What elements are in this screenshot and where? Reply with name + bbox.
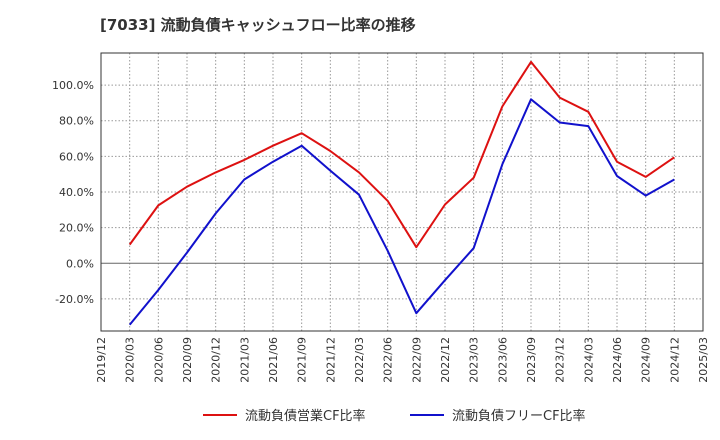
x-tick-label: 2021/09	[296, 337, 309, 383]
y-tick-label: 80.0%	[59, 115, 94, 128]
y-tick-label: -20.0%	[55, 293, 94, 306]
series-lines	[128, 60, 675, 326]
x-tick-label: 2024/12	[668, 337, 681, 383]
y-axis-labels: -20.0% 0.0% 20.0% 40.0% 60.0% 80.0% 100.0%	[52, 79, 94, 306]
legend: 流動負債営業CF比率 流動負債フリーCF比率	[203, 408, 586, 424]
legend-label-2: 流動負債フリーCF比率	[452, 408, 586, 424]
x-tick-label: 2021/12	[324, 337, 337, 383]
x-tick-label: 2022/03	[353, 337, 366, 383]
x-tick-label: 2023/12	[554, 337, 567, 383]
x-tick-label: 2024/09	[640, 337, 653, 383]
x-tick-label: 2021/06	[267, 337, 280, 383]
y-tick-label: 40.0%	[59, 186, 94, 199]
x-tick-label: 2024/06	[611, 337, 624, 383]
x-tick-label: 2025/03	[697, 337, 710, 383]
x-tick-label: 2019/12	[95, 337, 108, 383]
chart-title: [7033] 流動負債キャッシュフロー比率の推移	[100, 16, 416, 34]
series-line-2	[128, 98, 675, 326]
x-axis-labels: 2019/12 2020/03 2020/06 2020/09 2020/12 2021/…	[95, 337, 710, 383]
x-tick-label: 2023/06	[496, 337, 509, 383]
y-tick-label: 60.0%	[59, 150, 94, 163]
y-tick-label: 100.0%	[52, 79, 94, 92]
x-tick-label: 2021/03	[238, 337, 251, 383]
grid	[100, 53, 704, 331]
x-tick-label: 2023/03	[468, 337, 481, 383]
x-tick-label: 2020/12	[210, 337, 223, 383]
axes	[100, 52, 704, 332]
y-tick-label: 0.0%	[66, 257, 94, 270]
plot-frame	[100, 52, 704, 332]
x-tick-label: 2022/06	[382, 337, 395, 383]
x-tick-label: 2022/12	[439, 337, 452, 383]
x-tick-label: 2023/09	[525, 337, 538, 383]
y-tick-label: 20.0%	[59, 222, 94, 235]
x-tick-label: 2024/03	[582, 337, 595, 383]
x-tick-label: 2020/03	[124, 337, 137, 383]
x-tick-label: 2022/09	[410, 337, 423, 383]
legend-label-1: 流動負債営業CF比率	[245, 408, 366, 424]
x-tick-label: 2020/09	[181, 337, 194, 383]
series-line-1	[128, 60, 675, 249]
x-tick-label: 2020/06	[152, 337, 165, 383]
